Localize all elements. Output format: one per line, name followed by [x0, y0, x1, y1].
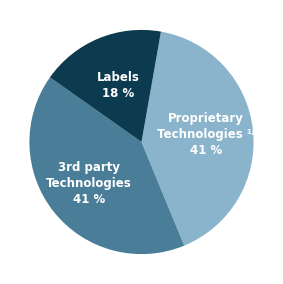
Wedge shape — [29, 77, 184, 254]
Wedge shape — [142, 32, 254, 246]
Wedge shape — [50, 30, 161, 142]
Text: Proprietary
Technologies ¹ʲ
41 %: Proprietary Technologies ¹ʲ 41 % — [157, 112, 255, 158]
Text: 3rd party
Technologies
41 %: 3rd party Technologies 41 % — [46, 162, 132, 206]
Text: Labels
18 %: Labels 18 % — [97, 70, 140, 99]
